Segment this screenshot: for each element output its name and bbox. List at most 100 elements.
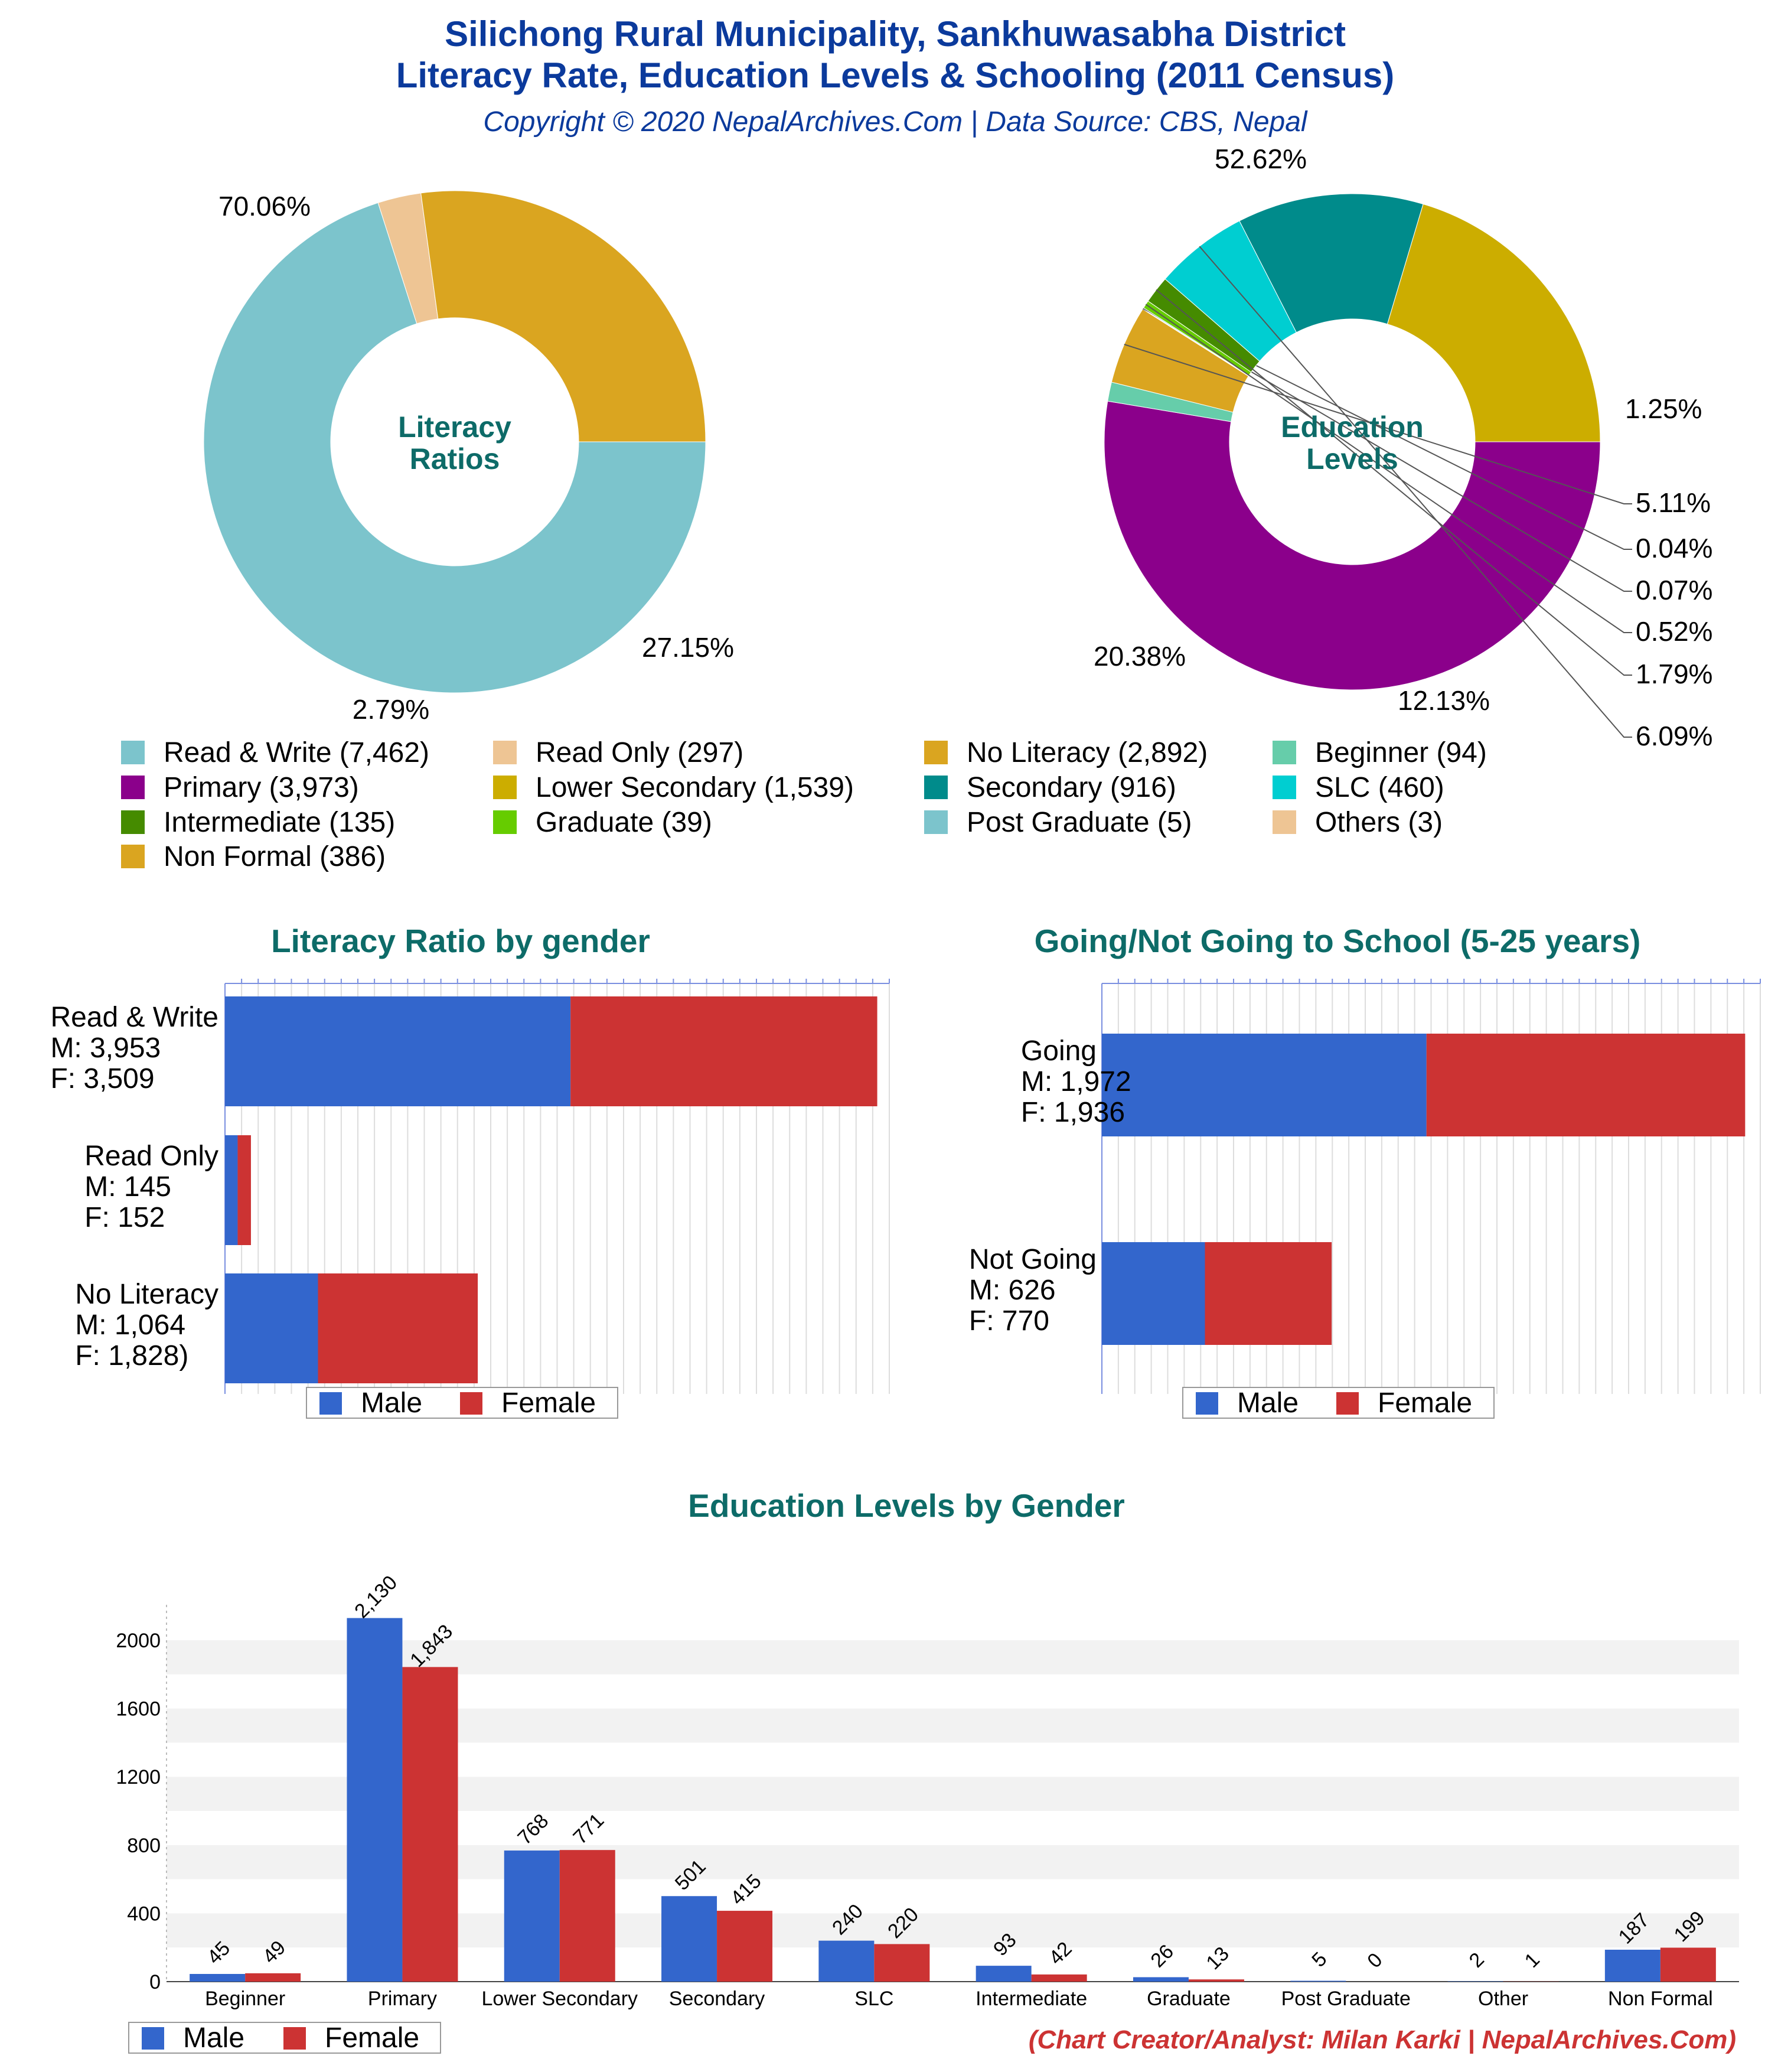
slice-percent-label: 52.62% bbox=[1215, 144, 1307, 174]
leader-line bbox=[1199, 246, 1632, 738]
bar-male bbox=[1604, 1949, 1660, 1982]
male-value-label: M: 145 bbox=[84, 1171, 171, 1203]
legend-swatch bbox=[493, 810, 517, 834]
category-label: Going bbox=[1021, 1035, 1097, 1067]
slice-percent-label: 27.15% bbox=[642, 632, 734, 663]
page-title-line1: Silichong Rural Municipality, Sankhuwasa… bbox=[445, 14, 1346, 54]
bar-male bbox=[1102, 1242, 1205, 1345]
legend-swatch-male bbox=[1196, 1392, 1218, 1415]
legend-label-female: Female bbox=[325, 2022, 419, 2054]
donut-center-label-line2: Levels bbox=[1306, 442, 1398, 475]
legend-label-female: Female bbox=[1378, 1387, 1472, 1419]
bar-male bbox=[1133, 1977, 1189, 1982]
slice-percent-label: 12.13% bbox=[1398, 685, 1490, 716]
bar-female bbox=[402, 1667, 458, 1982]
legend-swatch-female bbox=[1336, 1392, 1359, 1415]
legend-swatch bbox=[121, 810, 145, 834]
y-tick-label: 800 bbox=[127, 1835, 161, 1857]
category-label: No Literacy bbox=[75, 1279, 218, 1310]
bar-male bbox=[347, 1618, 403, 1982]
legend-label: Non Formal (386) bbox=[164, 841, 386, 872]
legend-swatch bbox=[121, 776, 145, 799]
legend-label: Beginner (94) bbox=[1315, 737, 1487, 768]
bar-female bbox=[1660, 1947, 1716, 1982]
legend-swatch bbox=[121, 845, 145, 868]
bar-female bbox=[237, 1135, 251, 1245]
literacy-gender-title: Literacy Ratio by gender bbox=[271, 923, 650, 959]
bar-male bbox=[976, 1966, 1032, 1982]
category-label: Not Going bbox=[969, 1244, 1097, 1275]
legend-label: Post Graduate (5) bbox=[967, 807, 1192, 838]
male-value-label: M: 626 bbox=[969, 1275, 1056, 1306]
legend-swatch-male bbox=[319, 1392, 342, 1415]
x-tick-label: Lower Secondary bbox=[481, 1988, 638, 2010]
slice-read-write bbox=[203, 202, 706, 693]
bar-female bbox=[1031, 1974, 1087, 1982]
bar-male bbox=[1102, 1034, 1427, 1136]
slice-secondary bbox=[1239, 193, 1424, 333]
y-tick-label: 0 bbox=[149, 1971, 161, 1993]
legend-label: Read & Write (7,462) bbox=[164, 737, 429, 768]
legend-label: Graduate (39) bbox=[536, 807, 712, 838]
y-tick-label: 1200 bbox=[116, 1766, 161, 1788]
female-value-label: F: 770 bbox=[969, 1305, 1049, 1337]
school-gender-title: Going/Not Going to School (5-25 years) bbox=[1035, 923, 1641, 959]
legend-swatch bbox=[1273, 810, 1296, 834]
leader-line bbox=[1124, 344, 1632, 504]
bar-male bbox=[504, 1851, 560, 1982]
bar-female bbox=[1426, 1034, 1746, 1136]
bar-female bbox=[1188, 1979, 1244, 1982]
slice-lower-secondary bbox=[1387, 203, 1601, 442]
y-tick-label: 400 bbox=[127, 1902, 161, 1925]
bar-female bbox=[874, 1944, 930, 1982]
legend-swatch bbox=[1273, 776, 1296, 799]
leader-line bbox=[1145, 304, 1632, 633]
bar-male bbox=[190, 1973, 246, 1982]
female-value-label: F: 152 bbox=[84, 1202, 165, 1233]
legend-label-male: Male bbox=[1237, 1387, 1299, 1419]
bar-male bbox=[225, 1135, 238, 1245]
legend-label: Secondary (916) bbox=[967, 772, 1176, 803]
bar-male bbox=[661, 1896, 717, 1982]
slice-percent-label: 0.52% bbox=[1636, 616, 1712, 647]
legend-swatch-female bbox=[460, 1392, 482, 1415]
page-title-line2: Literacy Rate, Education Levels & School… bbox=[396, 56, 1395, 95]
credit-text: (Chart Creator/Analyst: Milan Karki | Ne… bbox=[1029, 2025, 1736, 2054]
bar-female bbox=[717, 1911, 773, 1982]
x-tick-label: Beginner bbox=[205, 1988, 285, 2010]
legend-label-male: Male bbox=[183, 2022, 244, 2054]
legend-label: Intermediate (135) bbox=[164, 807, 395, 838]
bar-male bbox=[1290, 1980, 1346, 1982]
slice-percent-label: 1.79% bbox=[1636, 659, 1712, 689]
slice-primary bbox=[1104, 400, 1601, 690]
bar-male bbox=[225, 1273, 318, 1383]
grid-band bbox=[167, 1606, 1739, 1640]
bar-female bbox=[245, 1973, 301, 1982]
slice-percent-label: 70.06% bbox=[218, 191, 311, 221]
leader-line bbox=[1143, 307, 1632, 592]
y-tick-label: 1600 bbox=[116, 1698, 161, 1721]
legend-swatch-male bbox=[142, 2027, 164, 2050]
legend-swatch bbox=[1273, 741, 1296, 764]
legend-swatch bbox=[493, 776, 517, 799]
donut-center-label-line1: Literacy bbox=[398, 411, 511, 444]
x-tick-label: Graduate bbox=[1147, 1988, 1231, 2010]
donut-center-label-line1: Education bbox=[1281, 411, 1424, 444]
slice-percent-label: 1.25% bbox=[1625, 393, 1702, 424]
x-tick-label: SLC bbox=[854, 1988, 893, 2010]
bar-female bbox=[318, 1273, 478, 1383]
donut-center-label-line2: Ratios bbox=[410, 442, 500, 475]
category-label: Read & Write bbox=[50, 1002, 218, 1033]
male-value-label: M: 1,064 bbox=[75, 1309, 185, 1341]
main-legend: Read & Write (7,462) Read Only (297) No Li… bbox=[121, 737, 1487, 872]
slice-percent-label: 0.04% bbox=[1636, 533, 1712, 563]
bar-male bbox=[818, 1940, 875, 1982]
legend-label: No Literacy (2,892) bbox=[967, 737, 1208, 768]
female-value-label: F: 3,509 bbox=[50, 1063, 154, 1094]
male-value-label: M: 3,953 bbox=[50, 1032, 161, 1064]
y-tick-label: 2000 bbox=[116, 1630, 161, 1652]
